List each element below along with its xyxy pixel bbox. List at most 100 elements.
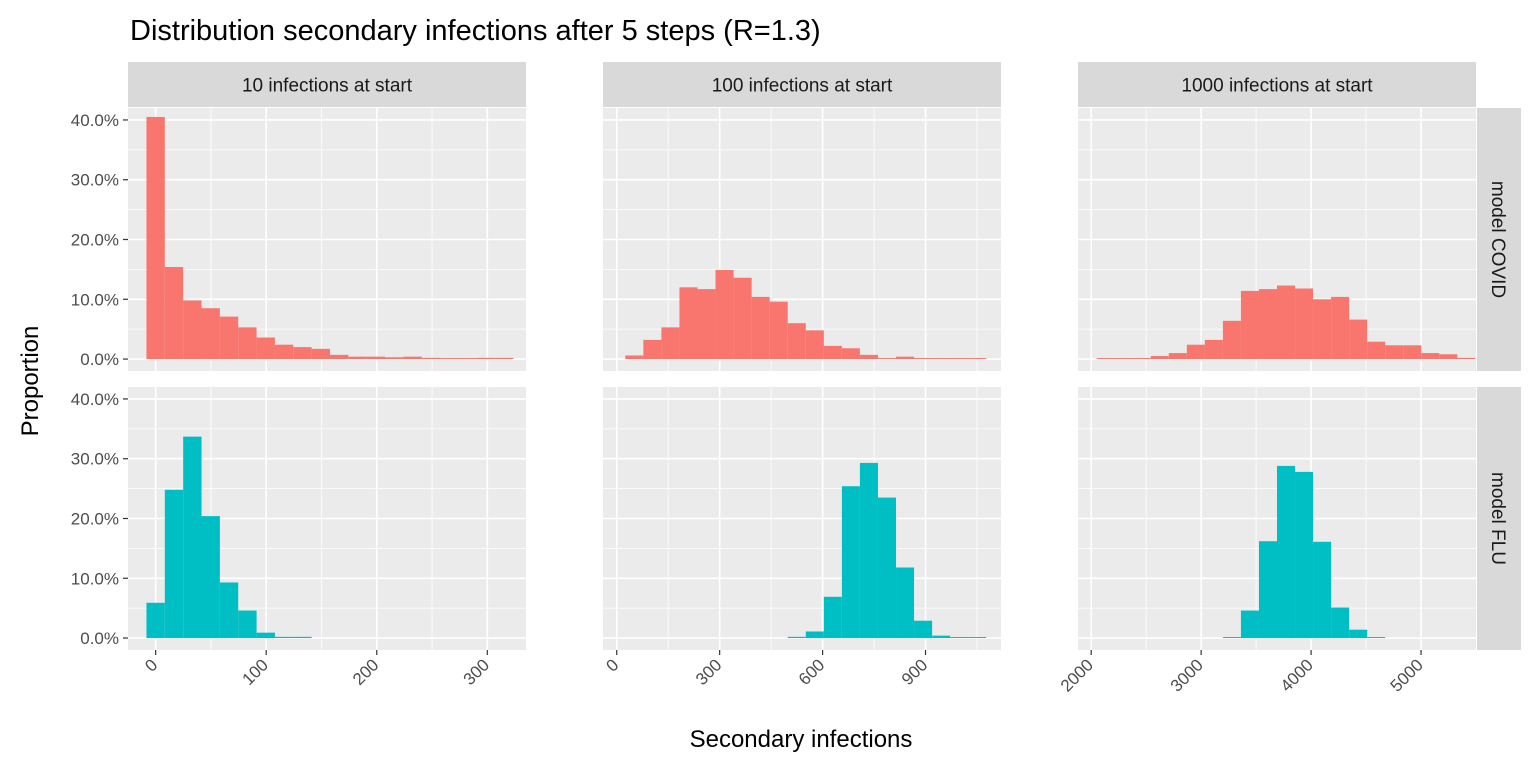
histogram-bar xyxy=(859,462,878,639)
histogram-bar xyxy=(238,327,257,360)
x-tick-label: 900 xyxy=(898,655,931,688)
histogram-bar xyxy=(805,330,824,360)
histogram-bar xyxy=(1367,637,1386,639)
x-tick-label: 600 xyxy=(795,655,828,688)
chart-title: Distribution secondary infections after … xyxy=(130,15,821,47)
histogram-bar xyxy=(787,323,806,360)
histogram-bar xyxy=(366,356,386,360)
histogram-bar xyxy=(968,358,987,360)
histogram-bar xyxy=(146,602,165,639)
facet-strip-column xyxy=(603,62,1001,107)
histogram-bar xyxy=(877,497,897,639)
facet-panels: 10 infections at start 100 infections at … xyxy=(123,62,1521,655)
facet-panel xyxy=(123,387,526,655)
histogram-bar xyxy=(1385,345,1404,360)
histogram-bar xyxy=(293,347,312,360)
histogram-bar xyxy=(219,582,239,639)
facet-panel xyxy=(123,108,526,371)
histogram-bar xyxy=(274,636,294,639)
histogram-bar xyxy=(733,277,752,360)
histogram-bar xyxy=(1457,357,1476,360)
histogram-bar xyxy=(841,348,860,360)
histogram-bar xyxy=(877,358,897,360)
histogram-bar xyxy=(238,610,257,639)
histogram-bar xyxy=(950,358,969,360)
histogram-bar xyxy=(1349,629,1368,639)
histogram-bar xyxy=(841,486,860,639)
histogram-bar xyxy=(950,637,969,639)
y-tick-label: 0.0% xyxy=(80,629,119,648)
histogram-bar xyxy=(697,289,716,360)
histogram-bar xyxy=(164,489,184,639)
histogram-bar xyxy=(1313,299,1332,360)
histogram-bar xyxy=(1349,319,1368,360)
histogram-bar xyxy=(823,345,842,360)
histogram-bar xyxy=(1277,285,1296,360)
facet-strip-column xyxy=(128,62,526,107)
histogram-bar xyxy=(183,300,202,360)
histogram-bar xyxy=(329,354,349,360)
histogram-bar xyxy=(183,436,202,639)
x-tick-label: 100 xyxy=(239,655,272,688)
histogram-bar xyxy=(458,358,477,360)
y-tick-label: 10.0% xyxy=(71,569,119,588)
histogram-bar xyxy=(146,116,165,360)
x-tick-label: 0 xyxy=(141,655,161,675)
histogram-bar xyxy=(661,327,680,360)
histogram-bar xyxy=(348,356,367,360)
x-tick-label: 5000 xyxy=(1387,655,1427,695)
histogram-bar xyxy=(1186,344,1205,360)
histogram-bar xyxy=(896,356,915,360)
y-tick-label: 10.0% xyxy=(71,290,119,309)
histogram-bar xyxy=(311,348,330,360)
histogram-bar xyxy=(274,344,294,360)
histogram-bar xyxy=(932,635,951,639)
facet-panel xyxy=(1078,387,1476,655)
histogram-bar xyxy=(679,287,698,360)
histogram-bar xyxy=(1132,358,1151,360)
histogram-bar xyxy=(643,339,662,360)
y-tick-label: 30.0% xyxy=(71,171,119,190)
histogram-bar xyxy=(440,358,459,360)
x-tick-label: 4000 xyxy=(1277,655,1317,695)
facet-strip-row-label: model FLU xyxy=(1487,472,1508,565)
histogram-bar xyxy=(293,636,312,639)
histogram-bar xyxy=(625,355,644,360)
facet-strip-column-label: 1000 infections at start xyxy=(1181,76,1373,97)
histogram-bar xyxy=(1240,610,1259,639)
facet-panel xyxy=(1078,108,1476,371)
y-tick-label: 40.0% xyxy=(71,111,119,130)
facet-strip-column-label: 100 infections at start xyxy=(712,76,893,97)
histogram-bar xyxy=(1204,339,1223,360)
histogram-bar xyxy=(859,354,878,360)
histogram-bar xyxy=(476,357,496,360)
histogram-bar xyxy=(1313,541,1332,639)
histogram-bar xyxy=(932,358,951,360)
facet-strip-row-label: model COVID xyxy=(1487,181,1508,298)
histogram-bar xyxy=(1367,341,1386,360)
y-tick-label: 20.0% xyxy=(71,510,119,529)
facet-strip-row xyxy=(1477,108,1521,371)
histogram-bar xyxy=(256,632,275,639)
histogram-bar xyxy=(1240,290,1259,360)
histogram-bar xyxy=(201,516,220,639)
y-tick-label: 30.0% xyxy=(71,450,119,469)
histogram-bar xyxy=(256,337,275,360)
histogram-bar xyxy=(769,301,788,360)
x-tick-label: 0 xyxy=(602,655,622,675)
x-axis-title: Secondary infections xyxy=(690,726,913,753)
histogram-bar xyxy=(1096,358,1115,360)
x-tick-label: 300 xyxy=(460,655,493,688)
histogram-bar xyxy=(1222,637,1241,639)
x-tick-labels: 0 100 200 300 0 300 600 900 2000 3000 4000 5000 xyxy=(141,655,1427,695)
histogram-bar xyxy=(1331,296,1350,360)
histogram-bar xyxy=(751,296,770,360)
histogram-bar xyxy=(1439,354,1458,360)
histogram-bar xyxy=(968,637,987,639)
histogram-bar xyxy=(787,636,806,639)
histogram-bar xyxy=(219,316,239,360)
y-axis-title: Proportion xyxy=(17,326,44,437)
y-tick-label: 40.0% xyxy=(71,390,119,409)
histogram-bar xyxy=(1168,353,1187,360)
